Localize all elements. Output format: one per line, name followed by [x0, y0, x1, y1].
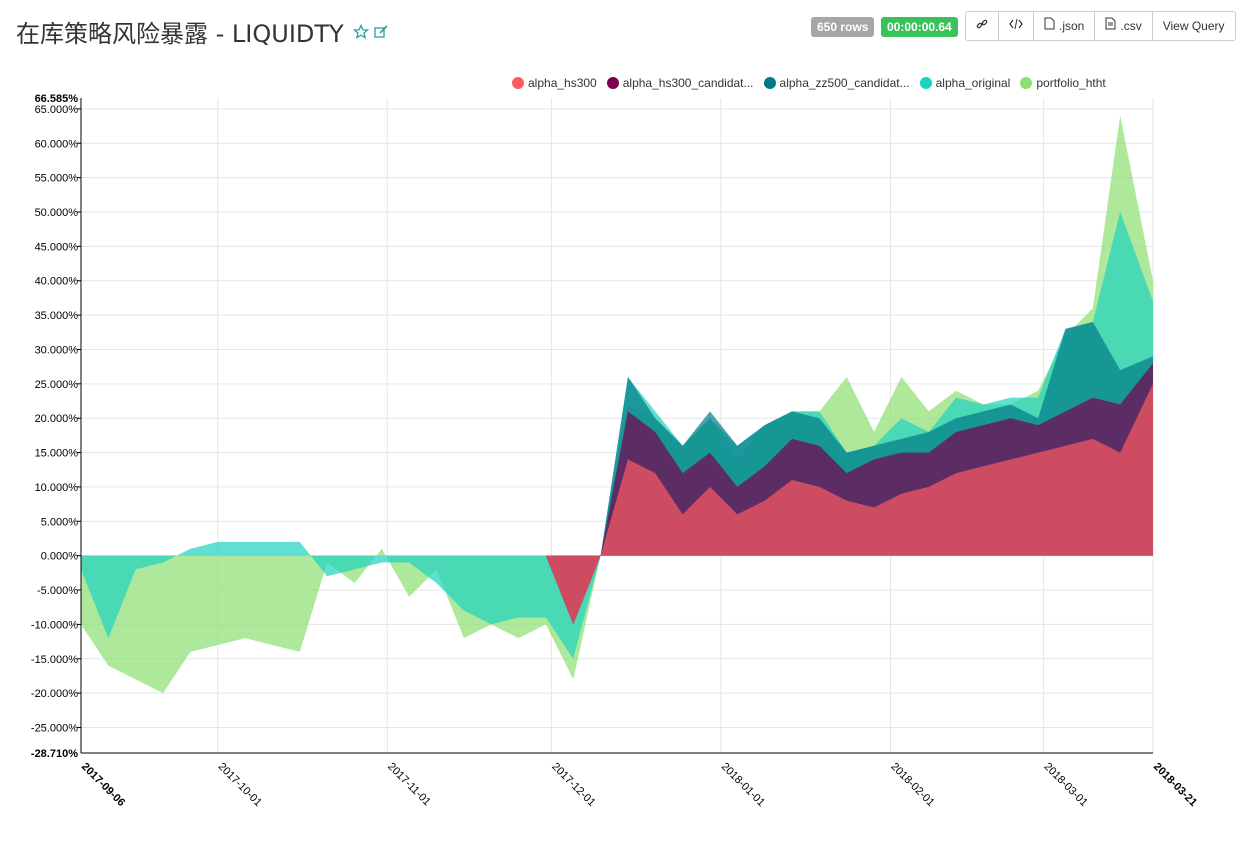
x-tick-label: 2017-12-01 — [549, 761, 597, 809]
legend-label: alpha_zz500_candidat... — [779, 76, 910, 90]
y-tick-label: 20.000% — [35, 413, 79, 425]
legend-item[interactable]: alpha_hs300_candidat... — [606, 76, 754, 90]
y-tick-label: 50.000% — [35, 207, 79, 219]
title-icons — [352, 23, 389, 40]
y-tick-label: 45.000% — [35, 241, 79, 253]
y-tick-label: 5.000% — [41, 516, 79, 528]
y-tick-label: 60.000% — [35, 138, 79, 150]
y-tick-label: 30.000% — [35, 344, 79, 356]
x-tick-label: 2017-11-01 — [385, 761, 433, 809]
y-max-label: 66.585% — [35, 93, 79, 105]
y-tick-label: -5.000% — [37, 585, 78, 597]
y-min-label: -28.710% — [31, 748, 78, 760]
legend-swatch — [919, 77, 932, 89]
series-area-alpha_hs300_candidates — [81, 363, 1153, 625]
y-tick-label: 55.000% — [35, 173, 79, 185]
view-query-label: View Query — [1162, 19, 1225, 33]
legend-swatch — [1020, 77, 1033, 89]
y-tick-label: -10.000% — [31, 619, 78, 631]
x-tick-label: 2018-01-01 — [719, 761, 767, 809]
legend-item[interactable]: alpha_hs300 — [512, 76, 597, 90]
legend-item[interactable]: alpha_zz500_candidat... — [763, 76, 910, 90]
link-icon — [976, 12, 988, 40]
embed-button[interactable] — [998, 12, 1033, 40]
link-button[interactable] — [966, 12, 998, 40]
y-tick-label: -20.000% — [31, 688, 78, 700]
x-tick-label: 2017-09-06 — [79, 761, 127, 809]
y-tick-label: 35.000% — [35, 310, 79, 322]
rows-badge: 650 rows — [811, 17, 875, 37]
x-tick-label: 2018-02-01 — [888, 761, 936, 809]
legend-label: alpha_hs300_candidat... — [622, 76, 754, 90]
action-button-group: .json .csv View Query — [965, 11, 1236, 41]
view-query-button[interactable]: View Query — [1151, 12, 1235, 40]
x-tick-label: 2018-03-21 — [1151, 761, 1199, 809]
legend-item[interactable]: alpha_original — [919, 76, 1011, 90]
y-tick-label: 10.000% — [35, 482, 79, 494]
legend-label: portfolio_htht — [1036, 76, 1106, 90]
json-button[interactable]: .json — [1033, 12, 1095, 40]
series-area-alpha_hs300 — [81, 383, 1153, 625]
y-tick-label: -15.000% — [31, 654, 78, 666]
y-tick-label: 40.000% — [35, 276, 79, 288]
legend-label: alpha_original — [935, 76, 1011, 90]
json-button-label: .json — [1059, 19, 1085, 33]
x-tick-label: 2018-03-01 — [1041, 761, 1089, 809]
y-tick-label: -25.000% — [31, 722, 78, 734]
star-icon[interactable] — [352, 23, 370, 40]
edit-icon[interactable] — [373, 24, 389, 40]
legend-swatch — [763, 77, 776, 89]
csv-button-label: .csv — [1120, 19, 1142, 33]
y-tick-label: 0.000% — [41, 551, 79, 563]
y-tick-label: 25.000% — [35, 379, 79, 391]
x-tick-label: 2017-10-01 — [216, 761, 264, 809]
query-time-badge: 00:00:00.64 — [881, 17, 958, 37]
header: 在库策略风险暴露 - LIQUIDTY 650 rows 00:00:00.64… — [0, 0, 1255, 60]
file-icon — [1044, 12, 1055, 40]
legend-item[interactable]: portfolio_htht — [1020, 76, 1106, 90]
legend-swatch — [512, 77, 524, 89]
code-icon — [1009, 12, 1023, 40]
file-icon — [1105, 12, 1116, 40]
csv-button[interactable]: .csv — [1094, 12, 1152, 40]
chart-legend: alpha_hs300 alpha_hs300_candidat... alpha_… — [512, 76, 1106, 90]
y-tick-label: 65.000% — [35, 104, 79, 116]
page-title: 在库策略风险暴露 - LIQUIDTY — [16, 20, 344, 48]
y-tick-label: 15.000% — [35, 448, 79, 460]
legend-swatch — [606, 77, 619, 89]
legend-label: alpha_hs300 — [528, 76, 597, 90]
